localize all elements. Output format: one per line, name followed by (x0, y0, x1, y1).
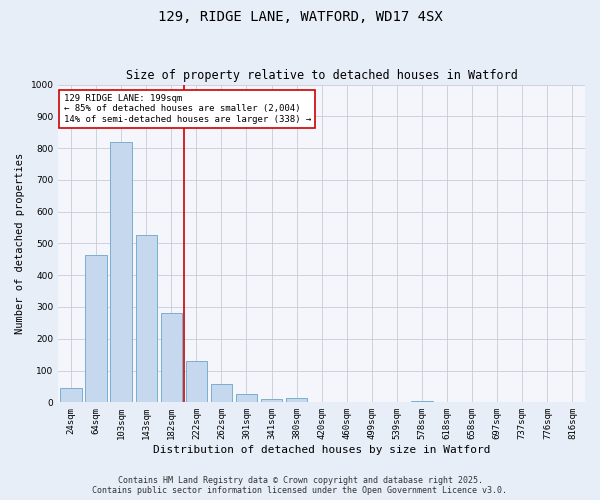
Bar (60, 388, 82, 402)
Bar (286, 398, 307, 402)
Title: Size of property relative to detached houses in Watford: Size of property relative to detached ho… (126, 69, 518, 82)
Text: 129, RIDGE LANE, WATFORD, WD17 4SX: 129, RIDGE LANE, WATFORD, WD17 4SX (158, 10, 442, 24)
Bar (185, 361, 207, 403)
Bar (110, 142, 132, 403)
Text: Contains HM Land Registry data © Crown copyright and database right 2025.
Contai: Contains HM Land Registry data © Crown c… (92, 476, 508, 495)
Bar (412, 400, 433, 402)
Bar (211, 384, 232, 402)
Bar (136, 236, 157, 402)
Bar (85, 254, 107, 402)
Text: 129 RIDGE LANE: 199sqm
← 85% of detached houses are smaller (2,004)
14% of semi-: 129 RIDGE LANE: 199sqm ← 85% of detached… (64, 94, 311, 124)
Bar (236, 394, 257, 402)
X-axis label: Distribution of detached houses by size in Watford: Distribution of detached houses by size … (153, 445, 490, 455)
Bar (161, 314, 182, 402)
Y-axis label: Number of detached properties: Number of detached properties (15, 153, 25, 334)
Bar (261, 399, 282, 402)
